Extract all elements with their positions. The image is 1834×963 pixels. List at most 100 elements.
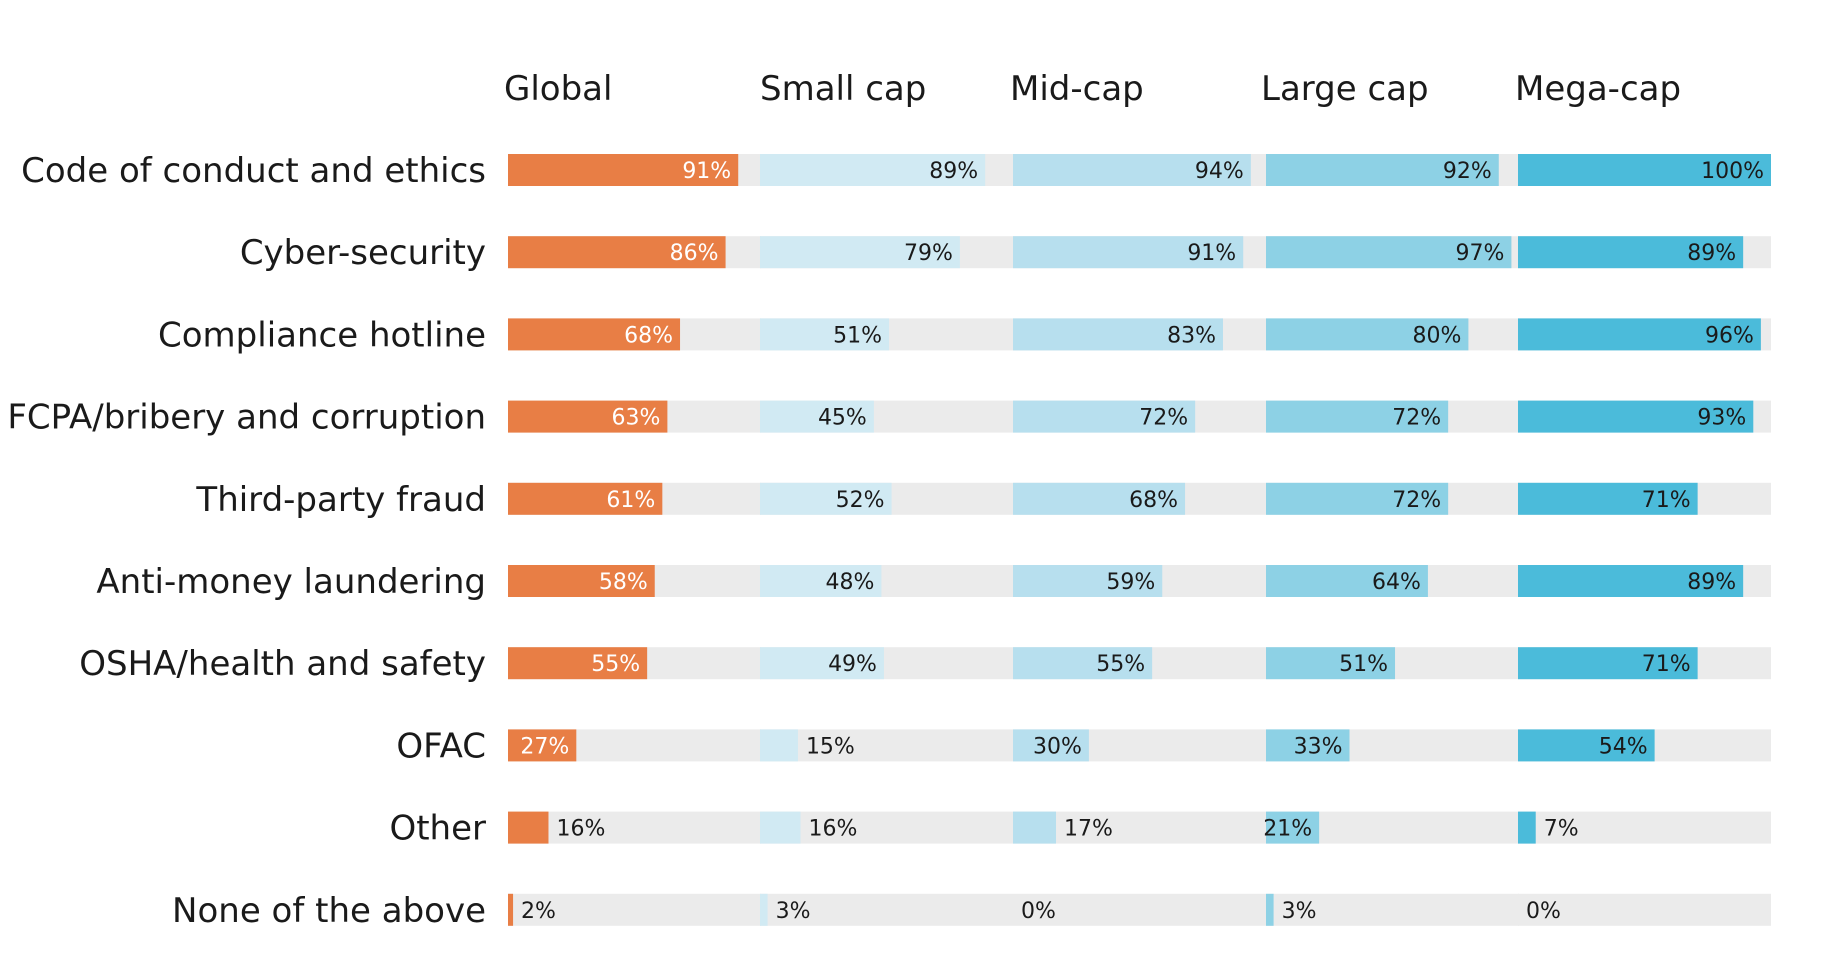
value-label: 94% <box>1195 159 1244 184</box>
value-label: 52% <box>836 488 885 513</box>
value-label: 72% <box>1392 406 1441 431</box>
series-label: Global <box>504 69 612 109</box>
value-label: 72% <box>1139 406 1188 431</box>
bar-track <box>508 811 761 844</box>
value-label: 93% <box>1697 406 1746 431</box>
value-label: 54% <box>1599 734 1648 759</box>
bar <box>760 154 986 186</box>
bar <box>508 400 668 433</box>
bar <box>760 236 960 269</box>
value-label: 7% <box>1544 817 1579 842</box>
value-label: 3% <box>776 899 811 924</box>
value-label: 89% <box>1687 570 1736 595</box>
bar <box>1013 729 1089 762</box>
value-label: 89% <box>1687 241 1736 266</box>
bar <box>1518 236 1744 269</box>
value-label: 16% <box>808 817 857 842</box>
value-label: 59% <box>1106 570 1155 595</box>
value-label: 49% <box>828 652 877 677</box>
bar <box>1266 647 1396 680</box>
bar <box>508 318 681 351</box>
value-label: 80% <box>1412 323 1461 348</box>
value-label: 100% <box>1701 159 1764 184</box>
bar <box>1013 565 1163 597</box>
bar <box>1518 482 1698 515</box>
bar <box>508 565 655 597</box>
bar <box>760 647 884 680</box>
bar <box>508 236 726 269</box>
bar <box>1266 565 1428 597</box>
bar <box>508 893 514 926</box>
value-label: 51% <box>833 323 882 348</box>
bar <box>1013 647 1153 680</box>
bar <box>760 565 882 597</box>
bar <box>1266 482 1449 515</box>
value-label: 0% <box>1021 899 1056 924</box>
bar <box>760 811 801 844</box>
value-label: 45% <box>818 406 867 431</box>
bar <box>1013 482 1186 515</box>
bar-track <box>760 893 1013 926</box>
value-label: 61% <box>606 488 655 513</box>
bar <box>1266 318 1469 351</box>
bar <box>760 729 798 762</box>
value-label: 27% <box>520 734 569 759</box>
bar <box>1518 811 1536 844</box>
bar <box>760 400 874 433</box>
value-label: 15% <box>806 734 855 759</box>
value-label: 91% <box>682 159 731 184</box>
category-label: None of the above <box>172 891 486 931</box>
value-label: 72% <box>1392 488 1441 513</box>
category-label: OFAC <box>396 726 486 766</box>
bar <box>1266 236 1512 269</box>
bar <box>1518 729 1655 762</box>
bar <box>508 729 577 762</box>
bar <box>508 811 549 844</box>
bar <box>760 893 768 926</box>
value-label: 79% <box>904 241 953 266</box>
series-label: Mega-cap <box>1515 69 1681 109</box>
value-label: 2% <box>521 899 556 924</box>
value-label: 89% <box>929 159 978 184</box>
category-label: Code of conduct and ethics <box>21 151 486 191</box>
series-label: Small cap <box>760 69 926 109</box>
category-label: Compliance hotline <box>158 315 486 355</box>
bar <box>1266 811 1320 844</box>
value-label: 30% <box>1033 734 1082 759</box>
bar <box>1013 154 1251 186</box>
bar <box>1518 647 1698 680</box>
bar <box>1518 565 1744 597</box>
category-label: Third-party fraud <box>195 480 486 520</box>
value-label: 16% <box>556 817 605 842</box>
value-label: 55% <box>1096 652 1145 677</box>
category-label: OSHA/health and safety <box>79 644 486 684</box>
value-label: 33% <box>1294 734 1343 759</box>
value-label: 51% <box>1339 652 1388 677</box>
value-label: 0% <box>1526 899 1561 924</box>
bar-track <box>760 729 1013 762</box>
bar <box>1518 400 1754 433</box>
bar <box>508 482 663 515</box>
bar <box>760 482 892 515</box>
bar-track <box>760 811 1013 844</box>
value-label: 71% <box>1642 652 1691 677</box>
value-label: 91% <box>1187 241 1236 266</box>
value-label: 68% <box>1129 488 1178 513</box>
bar-track <box>1013 893 1266 926</box>
category-label: Anti-money laundering <box>96 562 486 602</box>
category-label: FCPA/bribery and corruption <box>7 398 486 438</box>
value-label: 3% <box>1282 899 1317 924</box>
value-label: 63% <box>611 406 660 431</box>
category-label: Other <box>389 809 486 849</box>
bar <box>1518 154 1771 186</box>
value-label: 83% <box>1167 323 1216 348</box>
value-label: 68% <box>624 323 673 348</box>
bar <box>1518 318 1761 351</box>
value-label: 48% <box>826 570 875 595</box>
series-label: Mid-cap <box>1010 69 1144 109</box>
bar <box>508 647 648 680</box>
bar <box>1013 811 1057 844</box>
value-label: 58% <box>599 570 648 595</box>
value-label: 55% <box>591 652 640 677</box>
